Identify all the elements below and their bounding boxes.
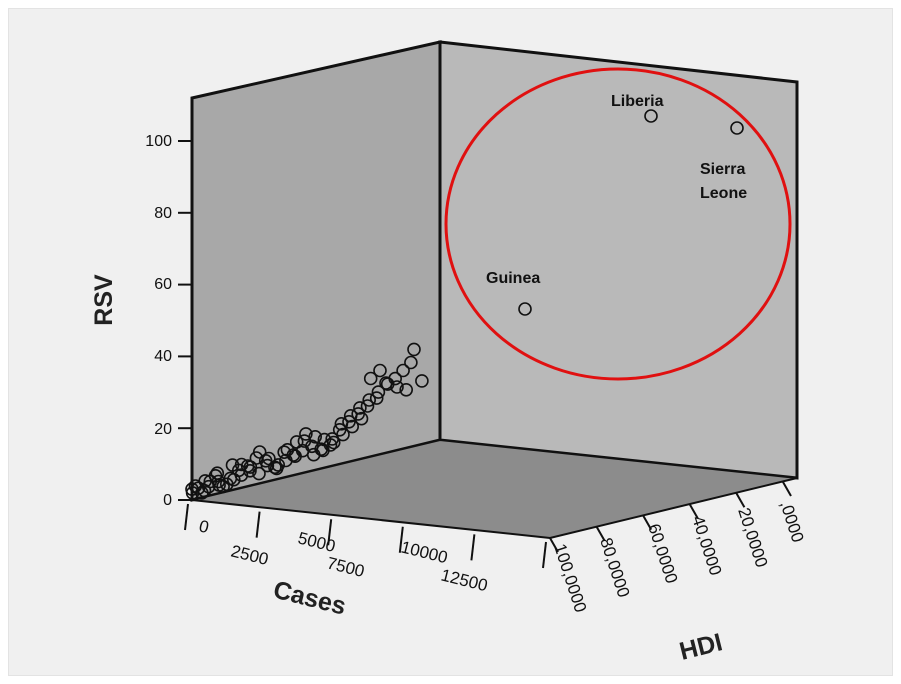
z-axis-label: HDI: [677, 628, 726, 666]
z-tick-label: 100,0000: [550, 541, 590, 614]
scatter-points: [185, 109, 744, 500]
scatter-point: [262, 451, 276, 466]
scatter-point: [308, 429, 323, 444]
x-tick-label: 7500: [325, 553, 366, 581]
scatter-point: [252, 445, 267, 459]
x-tick: [398, 526, 404, 553]
scatter-point: [271, 458, 286, 472]
z-tick: [595, 526, 606, 542]
scatter-point: [369, 391, 384, 405]
scatter-point: [363, 371, 378, 386]
scatter-point: [277, 445, 292, 460]
scatter-point: [360, 399, 375, 413]
scatter-point: [289, 435, 304, 449]
scatter-point: [225, 458, 240, 472]
x-tick-label: 5000: [296, 528, 337, 556]
scatter-point: [195, 486, 209, 500]
scatter-point: [234, 468, 249, 482]
z-tick: [549, 537, 559, 553]
scatter-point: [362, 393, 377, 407]
z-tick-label: 60,0000: [644, 521, 681, 585]
x-tick: [255, 511, 261, 538]
z-tick-label: 40,0000: [688, 513, 725, 577]
floor: [191, 438, 798, 540]
scatter-point: [280, 442, 295, 457]
x-tick-marks: [184, 503, 547, 569]
y-tick-label: 20: [154, 421, 172, 438]
z-tick-label: 80,0000: [596, 535, 633, 599]
scatter-point: [404, 355, 418, 370]
z-tick: [688, 503, 699, 519]
z-tick: [642, 515, 653, 531]
scatter-point: [354, 411, 369, 426]
z-tick: [782, 481, 792, 497]
z-tick-marks: [549, 481, 792, 553]
y-tick-label: 0: [163, 492, 172, 509]
scatter-point-labeled: [730, 121, 744, 135]
x-axis-label: Cases: [271, 576, 349, 621]
x-tick: [542, 541, 547, 569]
x-tick-label: 10000: [399, 537, 449, 567]
z-tick-label: 20,0000: [734, 505, 771, 569]
scatter-point: [243, 460, 258, 474]
scatter-point: [371, 385, 386, 399]
y-tick-label: 80: [154, 205, 172, 222]
scatter-point: [305, 439, 319, 454]
scatter-point: [415, 374, 429, 388]
annotation-liberia: Liberia: [611, 93, 664, 110]
y-tick-marks: [178, 140, 192, 501]
scatter-point: [326, 435, 341, 450]
scatter-point: [388, 371, 403, 386]
annotation-guinea: Guinea: [486, 270, 540, 287]
y-tick-label: 40: [154, 348, 172, 365]
scatter-point-labeled: [518, 302, 532, 316]
scatter-point: [252, 466, 266, 481]
scatter-point: [203, 474, 218, 489]
scatter-point: [373, 363, 387, 378]
scatter-point: [345, 419, 360, 434]
z-tick: [735, 492, 746, 508]
y-tick-label: 60: [154, 276, 172, 293]
scatter-point: [317, 432, 332, 447]
x-tick-label: 12500: [439, 565, 489, 595]
scatter-point: [407, 342, 421, 357]
scatter-point: [212, 478, 226, 492]
x-tick-label: 0: [197, 516, 211, 537]
scatter-point: [353, 401, 367, 415]
x-tick: [470, 534, 476, 561]
annotation-sierra-leone: Sierra Leone: [700, 161, 747, 202]
z-tick-label: ,0000: [776, 498, 807, 544]
highlight-ellipse: [444, 67, 792, 381]
x-tick: [184, 503, 189, 531]
scatter-point: [299, 427, 313, 441]
scatter-point: [336, 427, 350, 442]
x-tick-label: 2500: [229, 541, 270, 569]
scatter-point: [396, 363, 410, 378]
scatter-point-labeled: [644, 109, 658, 123]
y-axis-label: RSV: [90, 274, 118, 326]
y-tick-label: 100: [145, 133, 172, 150]
x-tick: [327, 519, 333, 546]
scatter-point: [399, 382, 414, 397]
